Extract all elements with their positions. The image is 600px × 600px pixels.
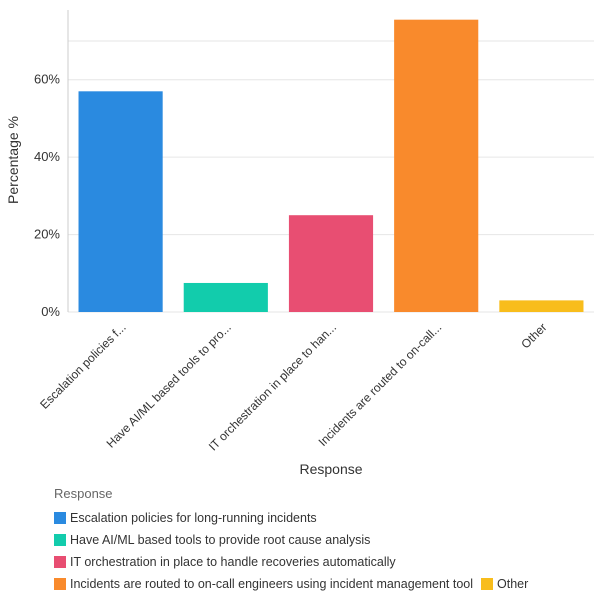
y-tick-label: 0% (41, 304, 60, 319)
legend-label: Escalation policies for long-running inc… (70, 510, 317, 525)
legend-swatch (54, 555, 66, 568)
legend: Response Escalation policies for long-ru… (54, 486, 594, 592)
y-tick-label: 40% (34, 149, 60, 164)
legend-items: Escalation policies for long-running inc… (54, 509, 594, 592)
y-axis-title: Percentage % (5, 116, 21, 204)
legend-swatch (481, 577, 494, 590)
x-axis-title: Response (299, 461, 362, 477)
legend-item[interactable]: IT orchestration in place to handle reco… (54, 553, 594, 570)
legend-swatch (54, 533, 66, 546)
bar[interactable] (288, 215, 374, 312)
legend-label: Have AI/ML based tools to provide root c… (70, 532, 371, 547)
legend-item[interactable]: Have AI/ML based tools to provide root c… (54, 531, 594, 548)
bar[interactable] (183, 282, 268, 312)
legend-label: IT orchestration in place to handle reco… (70, 554, 396, 569)
y-tick-label: 20% (34, 227, 60, 242)
legend-title: Response (54, 486, 113, 501)
legend-label: Other (497, 576, 529, 591)
bar[interactable] (499, 300, 584, 312)
x-tick-label: Have AI/ML based tools to pro... (104, 320, 234, 450)
bars (78, 19, 584, 313)
y-axis-ticks: 0% 20% 40% 60% (34, 72, 60, 319)
x-tick-label: Incidents are routed to on-call... (316, 320, 445, 449)
bar-chart: 0% 20% 40% 60% Escalation policies f...Have… (5, 10, 594, 477)
bar[interactable] (394, 19, 479, 313)
bar[interactable] (78, 91, 163, 312)
legend-item[interactable]: Other (481, 575, 528, 592)
legend-label: Incidents are routed to on-call engineer… (70, 576, 474, 591)
legend-item[interactable]: Incidents are routed to on-call engineer… (54, 575, 473, 592)
legend-item[interactable]: Escalation policies for long-running inc… (54, 509, 594, 526)
x-tick-label: IT orchestration in place to han... (206, 320, 339, 453)
y-tick-label: 60% (34, 72, 60, 87)
legend-swatch (54, 577, 66, 590)
legend-swatch (54, 511, 66, 524)
x-axis-category-labels: Escalation policies f...Have AI/ML based… (37, 320, 549, 453)
x-tick-label: Escalation policies f... (37, 320, 128, 411)
x-tick-label: Other (518, 320, 549, 351)
